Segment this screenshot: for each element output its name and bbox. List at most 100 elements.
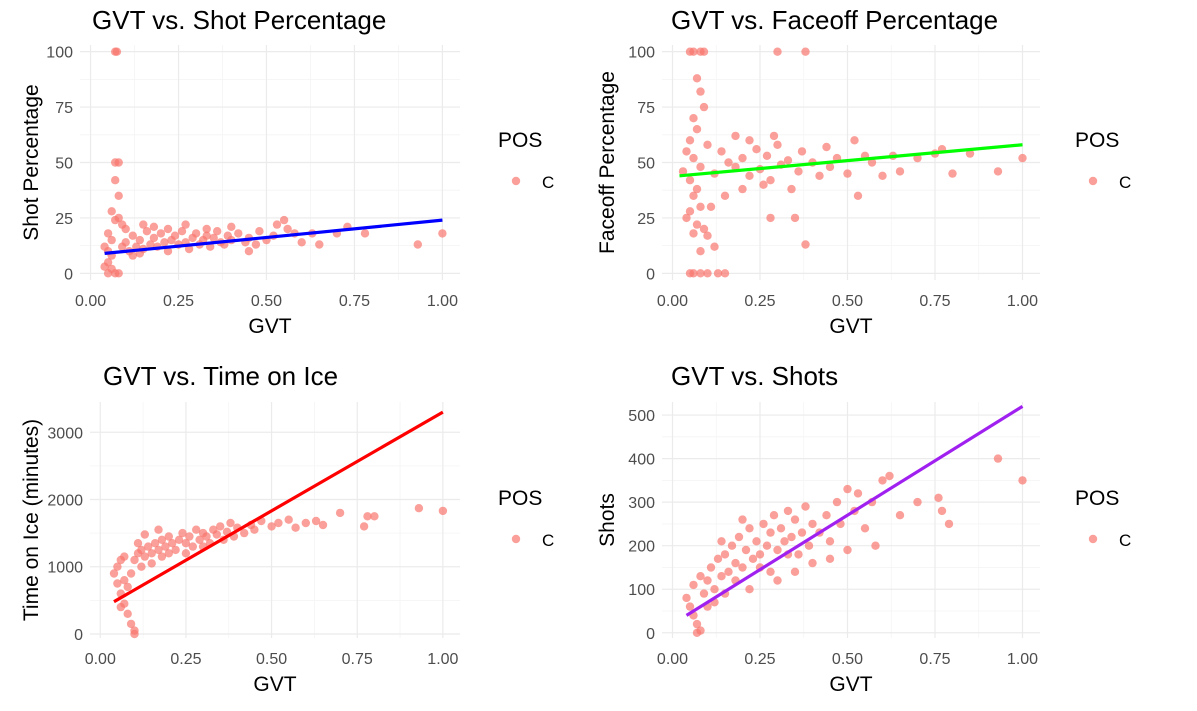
data-point	[696, 162, 705, 172]
data-point	[160, 238, 169, 247]
data-point	[965, 149, 975, 158]
data-point	[267, 522, 276, 531]
x-tick-label: 0.00	[657, 651, 688, 668]
data-point	[825, 554, 835, 563]
data-point	[703, 140, 712, 149]
data-point	[773, 576, 782, 585]
data-point	[944, 519, 954, 529]
data-point	[794, 550, 803, 559]
data-point	[948, 169, 957, 178]
y-tick-label: 300	[628, 495, 655, 512]
data-point	[738, 184, 747, 194]
data-point	[177, 227, 187, 236]
data-point	[692, 74, 702, 83]
data-point	[759, 519, 768, 529]
x-tick-label: 0.75	[919, 293, 950, 310]
data-point	[867, 158, 877, 167]
data-point	[692, 184, 702, 194]
data-point	[123, 609, 132, 618]
data-point	[685, 207, 695, 216]
data-point	[123, 582, 132, 592]
data-point	[769, 511, 779, 520]
data-point	[993, 167, 1003, 176]
data-point	[181, 220, 190, 229]
data-point	[250, 525, 259, 534]
data-point	[107, 207, 116, 216]
data-point	[682, 147, 691, 156]
data-point	[137, 562, 146, 571]
legend-key	[511, 176, 521, 186]
data-point	[111, 176, 120, 185]
data-point	[713, 554, 723, 563]
data-point	[121, 224, 130, 234]
data-point	[678, 167, 688, 176]
x-tick-label: 0.25	[163, 293, 194, 310]
data-point	[801, 47, 810, 56]
data-point	[370, 512, 379, 521]
data-point	[696, 572, 705, 581]
data-point	[850, 136, 859, 145]
data-point	[315, 240, 324, 249]
data-point	[144, 542, 153, 551]
data-point	[154, 525, 163, 534]
data-point	[696, 202, 705, 211]
data-point	[114, 158, 123, 167]
data-point	[689, 191, 698, 200]
data-point	[937, 506, 947, 516]
data-point	[871, 541, 880, 550]
data-point	[363, 512, 372, 521]
data-point	[414, 504, 424, 513]
data-point	[692, 125, 702, 134]
data-point	[157, 552, 167, 561]
data-point	[438, 506, 448, 516]
data-point	[184, 244, 194, 254]
data-point	[773, 47, 782, 56]
y-tick-label: 50	[637, 156, 655, 173]
data-point	[717, 147, 726, 156]
y-tick-label: 1000	[47, 560, 83, 577]
y-tick-label: 75	[637, 100, 655, 117]
data-point	[745, 585, 754, 594]
x-tick-label: 0.00	[75, 293, 106, 310]
y-tick-label: 500	[628, 408, 655, 425]
data-point	[727, 541, 737, 550]
chart-panel-2: 0.00 0.25 0.50 0.75 1.00 0 25 50 75 100 GVT vs. Fa…	[596, 5, 1131, 338]
data-point	[913, 497, 922, 507]
data-point	[163, 247, 173, 256]
chart-title: GVT vs. Shots	[671, 361, 838, 391]
data-point	[713, 269, 723, 278]
data-point	[128, 251, 137, 260]
data-point	[993, 454, 1003, 463]
data-point	[234, 229, 243, 238]
y-tick-label: 100	[628, 582, 655, 599]
data-point	[724, 158, 733, 167]
data-point	[787, 532, 796, 542]
legend: POS C	[498, 487, 554, 550]
data-point	[766, 213, 775, 223]
data-point	[720, 550, 730, 559]
data-point	[168, 539, 177, 548]
data-point	[769, 131, 779, 141]
data-point	[438, 229, 447, 238]
x-tick-label: 0.25	[744, 651, 775, 668]
data-point	[699, 102, 709, 112]
data-point	[126, 619, 136, 629]
data-point	[822, 511, 831, 520]
data-point	[699, 224, 709, 234]
data-point	[191, 229, 201, 238]
data-point	[685, 136, 695, 145]
data-point	[738, 515, 747, 524]
data-point	[878, 476, 887, 485]
data-point	[717, 572, 726, 581]
legend-label: C	[542, 173, 554, 192]
data-point	[745, 171, 754, 180]
data-point	[103, 229, 113, 238]
data-point	[113, 562, 122, 571]
data-point	[174, 535, 184, 544]
data-point	[843, 169, 852, 178]
data-point	[359, 522, 369, 531]
y-tick-label: 2000	[47, 492, 83, 509]
data-point	[255, 227, 264, 236]
data-point	[297, 238, 306, 247]
data-point	[146, 240, 155, 249]
